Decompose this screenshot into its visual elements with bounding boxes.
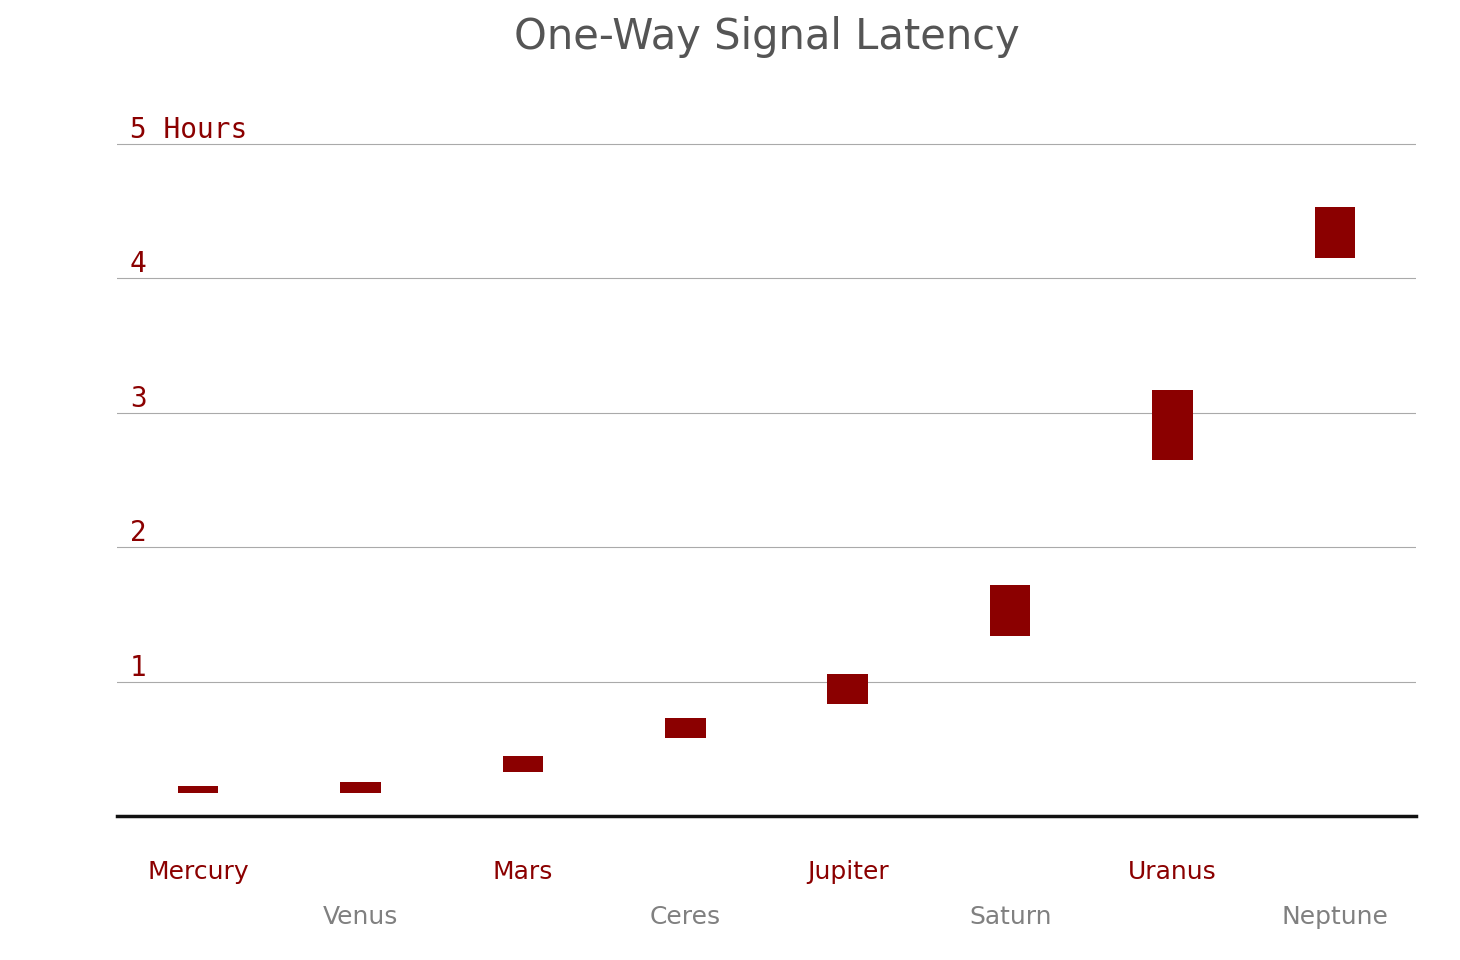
Text: 2: 2: [130, 519, 146, 547]
Bar: [178, 786, 219, 793]
Text: Jupiter: Jupiter: [807, 860, 889, 884]
Text: Mars: Mars: [492, 860, 553, 884]
Bar: [502, 756, 543, 772]
Text: 4: 4: [130, 251, 146, 278]
Bar: [828, 674, 869, 705]
Bar: [340, 782, 381, 793]
Text: Uranus: Uranus: [1129, 860, 1218, 884]
Title: One-Way Signal Latency: One-Way Signal Latency: [514, 16, 1019, 58]
Text: Mercury: Mercury: [147, 860, 248, 884]
Text: 5 Hours: 5 Hours: [130, 116, 247, 144]
Bar: [990, 585, 1031, 636]
Text: 1: 1: [130, 654, 146, 682]
Text: Neptune: Neptune: [1282, 904, 1388, 928]
Text: Venus: Venus: [323, 904, 399, 928]
Bar: [1152, 390, 1193, 460]
Bar: [1314, 207, 1355, 258]
Bar: [664, 718, 705, 738]
Text: Saturn: Saturn: [969, 904, 1051, 928]
Text: 3: 3: [130, 385, 146, 413]
Text: Ceres: Ceres: [650, 904, 721, 928]
